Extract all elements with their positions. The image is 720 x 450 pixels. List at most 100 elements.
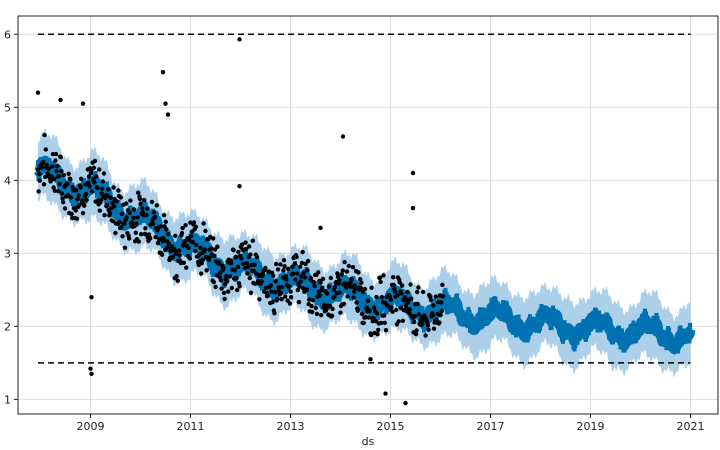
observed-point (35, 90, 41, 95)
observed-point (433, 294, 438, 299)
observed-point (412, 313, 417, 319)
observed-point (74, 216, 80, 221)
observed-point (282, 264, 287, 269)
observed-point (163, 219, 168, 224)
observed-point (61, 173, 66, 178)
observed-point (376, 327, 381, 333)
observed-point (374, 311, 380, 316)
observed-point (313, 305, 318, 311)
observed-point (100, 179, 106, 184)
observed-point (309, 303, 314, 309)
observed-point (110, 200, 115, 205)
observed-point (431, 326, 437, 331)
observed-point (382, 313, 387, 318)
observed-point (318, 280, 323, 285)
observed-point (381, 273, 386, 278)
observed-point (335, 274, 341, 280)
observed-point (86, 174, 92, 179)
observed-point (368, 332, 374, 338)
observed-point (425, 323, 431, 328)
observed-point (163, 101, 168, 106)
observed-point (263, 265, 268, 271)
observed-point (134, 221, 139, 226)
observed-point (184, 265, 189, 270)
observed-point (181, 243, 186, 248)
observed-point (244, 246, 249, 252)
observed-point (92, 158, 98, 164)
x-tick-label: 2019 (577, 420, 605, 433)
observed-point (239, 242, 245, 247)
observed-point (59, 191, 65, 196)
observed-point (112, 204, 117, 209)
observed-point (413, 331, 419, 337)
observed-point (105, 193, 110, 198)
observed-point (52, 176, 57, 182)
observed-point (407, 310, 412, 316)
observed-point (394, 307, 399, 313)
observed-point (56, 189, 61, 194)
observed-point (396, 319, 401, 324)
observed-point (268, 283, 273, 288)
observed-point (297, 284, 302, 289)
observed-point (233, 254, 239, 259)
y-tick-label: 4 (4, 174, 11, 187)
observed-point (122, 221, 127, 226)
observed-point (340, 134, 346, 139)
observed-point (36, 189, 41, 194)
observed-point (211, 236, 216, 241)
observed-point (232, 268, 237, 273)
observed-point (61, 200, 66, 205)
observed-point (283, 274, 288, 279)
observed-point (116, 188, 121, 193)
observed-point (358, 285, 363, 291)
observed-point (273, 279, 278, 284)
observed-point (234, 275, 239, 281)
observed-point (243, 240, 248, 245)
y-tick-label: 5 (4, 101, 11, 114)
observed-point (110, 218, 116, 224)
x-axis: 2009 2011 2013 2015 2017 2019 2021 (77, 414, 705, 433)
observed-point (91, 165, 97, 170)
observed-point (431, 303, 436, 308)
observed-point (423, 333, 428, 338)
x-tick-label: 2009 (77, 420, 105, 433)
observed-point (54, 168, 59, 174)
observed-point (173, 233, 178, 238)
observed-point (69, 211, 74, 217)
observed-point (108, 195, 113, 200)
observed-point (426, 327, 431, 332)
observed-point (312, 283, 317, 289)
observed-point (62, 206, 68, 211)
observed-point (151, 210, 156, 215)
observed-point (342, 259, 347, 265)
observed-point (416, 312, 422, 317)
observed-point (368, 357, 373, 362)
observed-point (166, 241, 171, 246)
observed-point (338, 310, 343, 315)
observed-point (65, 192, 71, 198)
observed-point (375, 332, 380, 337)
observed-point (148, 236, 153, 241)
observed-point (231, 248, 236, 253)
observed-point (40, 165, 45, 170)
observed-point (349, 277, 354, 282)
observed-point (83, 191, 89, 197)
y-tick-label: 6 (4, 28, 11, 41)
observed-point (294, 254, 299, 260)
observed-point (136, 239, 141, 244)
observed-point (165, 112, 171, 117)
observed-point (366, 315, 371, 320)
observed-point (285, 298, 290, 303)
observed-point (127, 210, 132, 216)
observed-point (145, 206, 150, 211)
observed-point (41, 182, 47, 187)
observed-point (89, 294, 94, 300)
observed-point (117, 219, 122, 225)
observed-point (229, 261, 234, 266)
observed-point (199, 271, 204, 276)
observed-point (190, 240, 195, 245)
observed-point (388, 297, 393, 302)
observed-point (270, 299, 275, 305)
observed-point (421, 289, 426, 295)
observed-point (299, 260, 305, 266)
